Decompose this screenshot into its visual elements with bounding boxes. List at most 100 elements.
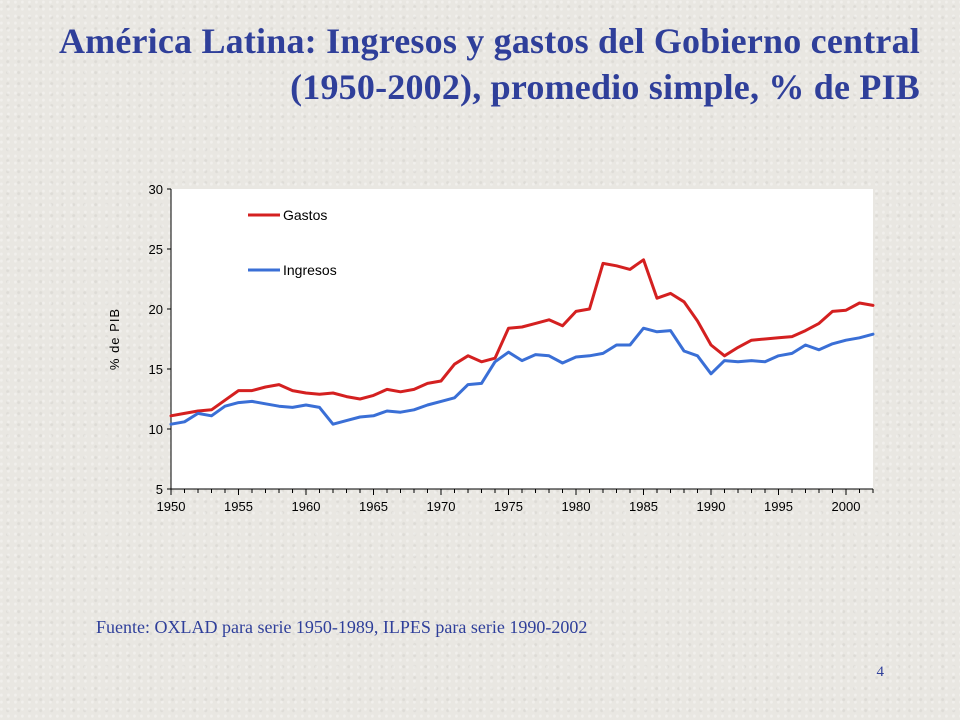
data-point-gastos [616,265,617,267]
data-point-gastos [359,398,361,400]
data-point-ingresos [535,354,536,356]
data-point-ingresos [643,327,644,329]
data-point-gastos [305,392,307,394]
data-point-gastos [548,319,550,321]
x-tick-label: 2000 [832,499,861,514]
slide-title: América Latina: Ingresos y gastos del Go… [20,18,920,110]
data-point-ingresos [238,402,239,404]
legend-label-ingresos: Ingresos [283,262,337,278]
data-point-ingresos [724,360,725,362]
data-point-ingresos [481,382,482,384]
x-tick-label: 1975 [494,499,523,514]
data-point-gastos [818,322,820,324]
data-point-ingresos [454,397,455,399]
data-point-ingresos [791,352,793,354]
x-tick-label: 1995 [764,499,793,514]
data-point-ingresos [859,337,860,339]
data-point-gastos [589,308,590,310]
y-tick-label: 10 [149,422,163,437]
y-axis-label: % de PIB [107,308,122,370]
y-tick-label: 15 [149,362,163,377]
data-point-ingresos [305,404,307,406]
data-point-gastos [656,297,658,299]
data-point-ingresos [211,415,212,417]
data-point-gastos [670,292,671,294]
data-point-gastos [197,410,199,412]
data-point-ingresos [697,355,698,357]
data-point-gastos [751,339,752,341]
x-tick-label: 1970 [427,499,456,514]
data-point-gastos [373,394,374,396]
data-point-ingresos [764,361,766,363]
data-point-gastos [805,330,806,332]
data-point-ingresos [737,361,739,363]
data-point-gastos [251,390,253,392]
data-point-gastos [238,390,239,392]
data-point-ingresos [832,343,833,345]
data-point-gastos [791,336,793,338]
data-point-ingresos [373,415,374,417]
data-point-gastos [602,262,604,264]
y-tick-label: 25 [149,242,163,257]
data-point-gastos [683,301,685,303]
x-tick-label: 1955 [224,499,253,514]
data-point-ingresos [251,400,253,402]
x-tick-label: 1950 [157,499,186,514]
data-point-ingresos [616,344,617,346]
data-point-ingresos [629,344,631,346]
data-point-gastos [454,363,455,365]
data-point-gastos [481,361,482,363]
data-point-gastos [170,415,172,417]
data-point-ingresos [670,330,671,332]
data-point-gastos [494,357,496,359]
data-point-ingresos [494,361,496,363]
y-tick-label: 20 [149,302,163,317]
data-point-gastos [265,386,266,388]
data-point-gastos [737,346,739,348]
data-point-gastos [386,388,388,390]
page-number: 4 [876,664,885,680]
data-point-gastos [211,409,212,411]
data-point-gastos [643,259,644,261]
x-tick-label: 1965 [359,499,388,514]
data-point-gastos [508,327,509,329]
data-point-ingresos [845,339,847,341]
data-point-ingresos [265,403,266,405]
data-point-ingresos [440,400,442,402]
data-point-ingresos [751,360,752,362]
data-point-ingresos [656,331,658,333]
data-point-gastos [778,337,779,339]
data-point-ingresos [521,360,523,362]
data-point-gastos [629,268,631,270]
data-point-ingresos [400,411,401,413]
data-point-ingresos [292,406,293,408]
data-point-gastos [535,322,536,324]
data-point-ingresos [278,405,280,407]
source-note: Fuente: OXLAD para serie 1950-1989, ILPE… [96,617,588,637]
data-point-ingresos [427,404,428,406]
data-point-ingresos [710,373,712,375]
line-chart: 5 10 15 20 25 30 1950 1955 1960 1965 1970 1975 1980 1… [107,182,875,514]
data-point-ingresos [805,344,806,346]
data-point-gastos [413,388,415,390]
legend-label-gastos: Gastos [283,207,327,223]
data-point-gastos [832,310,833,312]
data-point-gastos [292,390,293,392]
data-point-ingresos [602,352,604,354]
x-tick-label: 1960 [292,499,321,514]
x-tick-label: 1990 [697,499,726,514]
data-point-ingresos [872,333,874,335]
data-point-ingresos [359,416,361,418]
chart-container: 5 10 15 20 25 30 1950 1955 1960 1965 1970 1975 1980 1… [90,170,890,530]
data-point-ingresos [575,356,577,358]
title-line-2: (1950-2002), promedio simple, % de PIB [290,67,920,107]
data-point-gastos [562,325,563,327]
data-point-ingresos [683,350,685,352]
data-point-ingresos [467,384,469,386]
x-tick-label: 1980 [562,499,591,514]
data-point-ingresos [508,351,509,353]
data-point-ingresos [170,423,172,425]
data-point-gastos [764,338,766,340]
data-point-gastos [859,302,860,304]
data-point-ingresos [562,362,563,364]
